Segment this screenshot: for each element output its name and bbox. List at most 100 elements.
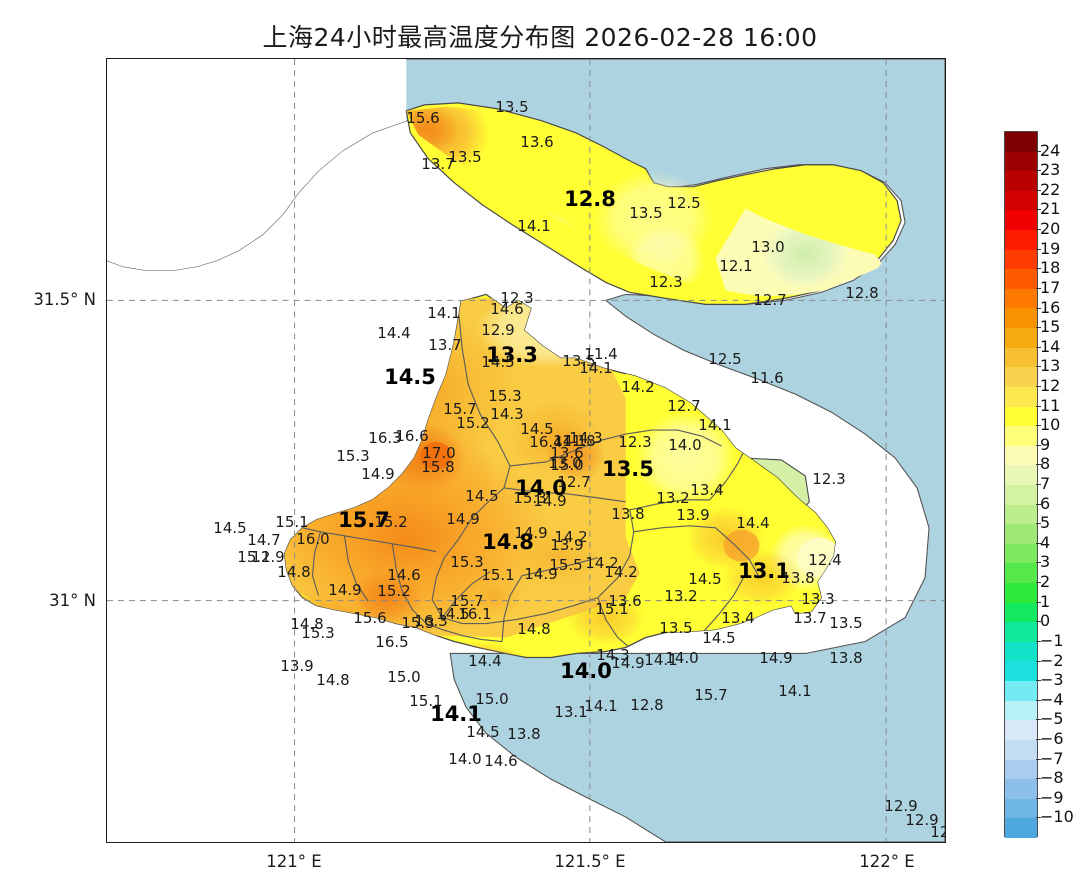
- temp-zone-pale: [635, 412, 736, 504]
- temp-zone-warm: [721, 547, 802, 608]
- colorbar-tick: 22: [1040, 179, 1061, 199]
- colorbar-segment: [1005, 249, 1037, 270]
- colorbar-tick: 18: [1040, 258, 1061, 278]
- map-canvas: [107, 59, 945, 842]
- colorbar-tick-mark: [1036, 268, 1041, 270]
- colorbar-segment: [1005, 288, 1037, 309]
- colorbar-segment: [1005, 583, 1037, 603]
- colorbar-tick: 1: [1040, 591, 1051, 611]
- colorbar-tick-mark: [1036, 523, 1041, 525]
- colorbar-segment: [1005, 818, 1037, 838]
- colorbar-tick-mark: [1036, 503, 1041, 505]
- colorbar-tick-mark: [1036, 307, 1041, 309]
- colorbar-tick-mark: [1036, 719, 1041, 721]
- colorbar-tick-mark: [1036, 778, 1041, 780]
- colorbar-tick: 15: [1040, 317, 1061, 337]
- colorbar-tick-mark: [1036, 366, 1041, 368]
- page-title: 上海24小时最高温度分布图 2026-02-28 16:00: [262, 23, 818, 52]
- colorbar-tick: 7: [1040, 474, 1051, 493]
- colorbar-tick: 24: [1040, 140, 1061, 160]
- colorbar-segment: [1005, 543, 1037, 564]
- colorbar-segment: [1005, 132, 1037, 152]
- colorbar[interactable]: 24 23 22 21 20 19 18 17 16 15 14 13 12 11 10 9 8 7 6 5 4 3 2 1 0…: [1004, 131, 1074, 838]
- y-axis-tick-label: 31° N: [49, 591, 96, 610]
- colorbar-tick-mark: [1036, 797, 1041, 799]
- temp-zone-warm: [466, 575, 523, 620]
- colorbar-segment: [1005, 622, 1037, 642]
- colorbar-segment: [1005, 602, 1037, 623]
- colorbar-tick: 3: [1040, 552, 1051, 572]
- colorbar-tick: 9: [1040, 434, 1051, 454]
- colorbar-segment: [1005, 328, 1037, 348]
- colorbar-tick-mark: [1036, 170, 1041, 172]
- colorbar-tick-mark: [1036, 346, 1041, 348]
- colorbar-tick-mark: [1036, 405, 1041, 407]
- colorbar-tick-mark: [1036, 542, 1041, 544]
- colorbar-segment: [1005, 524, 1037, 544]
- neighbor-province-area: [107, 59, 407, 271]
- colorbar-tick: 0: [1040, 611, 1051, 631]
- x-axis-tick-label: 121.5° E: [554, 852, 626, 871]
- colorbar-tick: −4: [1040, 689, 1064, 709]
- colorbar-tick-mark: [1036, 150, 1041, 152]
- y-axis-tick-label: 31.5° N: [33, 290, 96, 309]
- colorbar-segment: [1005, 484, 1037, 505]
- colorbar-segment: [1005, 720, 1037, 740]
- colorbar-tick: −3: [1040, 670, 1064, 690]
- colorbar-tick: 19: [1040, 238, 1061, 258]
- colorbar-segment: [1005, 465, 1037, 485]
- colorbar-tick-mark: [1036, 209, 1041, 211]
- colorbar-segment: [1005, 798, 1037, 819]
- colorbar-segment: [1005, 641, 1037, 662]
- colorbar-tick: 12: [1040, 375, 1061, 395]
- x-axis-tick-label: 121° E: [266, 852, 322, 871]
- colorbar-segment: [1005, 308, 1037, 329]
- colorbar-tick-mark: [1036, 640, 1041, 642]
- colorbar-tick-mark: [1036, 464, 1041, 466]
- colorbar-tick-mark: [1036, 425, 1041, 427]
- colorbar-segment: [1005, 367, 1037, 387]
- colorbar-tick-mark: [1036, 287, 1041, 289]
- colorbar-tick: −2: [1040, 650, 1064, 670]
- colorbar-segment: [1005, 563, 1037, 584]
- colorbar-tick-mark: [1036, 817, 1041, 819]
- colorbar-tick: −5: [1040, 709, 1064, 729]
- colorbar-segment: [1005, 759, 1037, 780]
- colorbar-segment: [1005, 347, 1037, 368]
- colorbar-tick: −7: [1040, 748, 1064, 768]
- colorbar-gradient: [1004, 131, 1038, 838]
- colorbar-tick-mark: [1036, 621, 1041, 623]
- map-gridlines: [107, 59, 945, 842]
- temp-zone-warm: [514, 523, 602, 592]
- colorbar-tick-mark: [1036, 699, 1041, 701]
- colorbar-tick: 13: [1040, 356, 1061, 376]
- temp-zone-hot: [420, 442, 453, 470]
- colorbar-segment: [1005, 700, 1037, 721]
- colorbar-tick: 5: [1040, 513, 1051, 533]
- colorbar-tick-mark: [1036, 229, 1041, 231]
- colorbar-segment: [1005, 151, 1037, 172]
- colorbar-tick-mark: [1036, 189, 1041, 191]
- colorbar-segment: [1005, 681, 1037, 701]
- temp-zone-warm: [545, 430, 606, 482]
- colorbar-tick: −8: [1040, 768, 1064, 788]
- colorbar-tick: −1: [1040, 630, 1064, 650]
- colorbar-tick-mark: [1036, 680, 1041, 682]
- colorbar-tick: 17: [1040, 277, 1061, 297]
- colorbar-tick: 20: [1040, 219, 1061, 239]
- colorbar-tick: 21: [1040, 199, 1061, 219]
- colorbar-tick: 6: [1040, 493, 1051, 513]
- colorbar-tick-mark: [1036, 738, 1041, 740]
- colorbar-tick-mark: [1036, 660, 1041, 662]
- colorbar-segment: [1005, 406, 1037, 427]
- colorbar-segment: [1005, 171, 1037, 191]
- colorbar-tick: 10: [1040, 415, 1061, 435]
- colorbar-tick-mark: [1036, 484, 1041, 485]
- colorbar-segment: [1005, 386, 1037, 407]
- map-plot-area[interactable]: 15.6 13.5 13.6 13.5 13.7 12.8 13.5 12.5 14.1 13.0…: [106, 58, 946, 843]
- x-axis-tick-label: 122° E: [859, 852, 915, 871]
- colorbar-segment: [1005, 190, 1037, 211]
- colorbar-tick: 11: [1040, 395, 1061, 415]
- temp-zone-warm: [565, 589, 646, 646]
